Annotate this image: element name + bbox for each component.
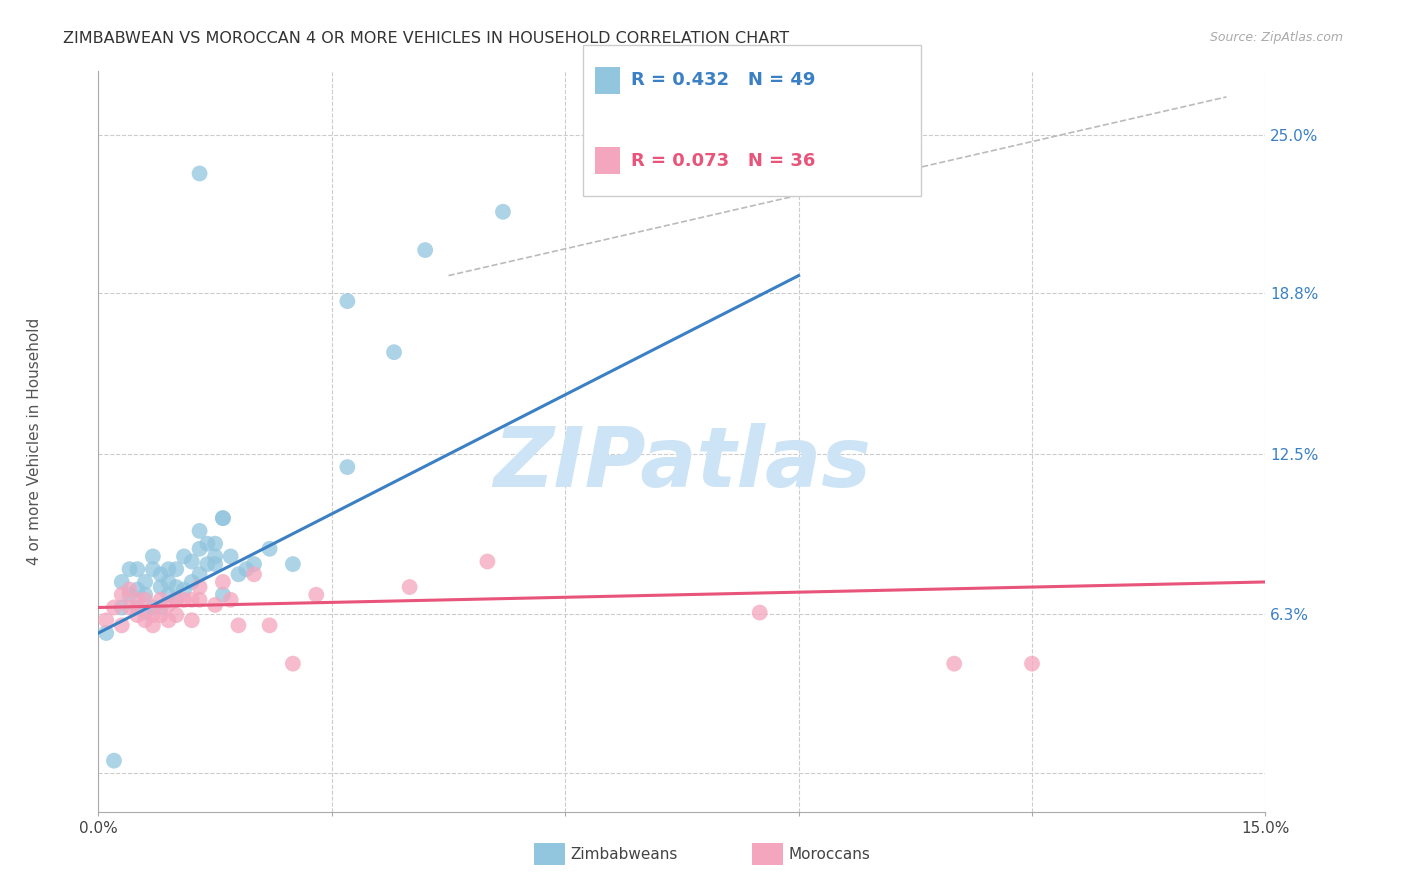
Point <box>382 345 405 359</box>
Point <box>118 562 141 576</box>
Point <box>142 618 165 632</box>
Point <box>204 549 226 564</box>
Point <box>305 588 328 602</box>
Point <box>235 562 257 576</box>
Point <box>259 541 281 556</box>
Point <box>142 562 165 576</box>
Point <box>195 536 218 550</box>
Point <box>134 613 156 627</box>
Point <box>188 567 211 582</box>
Point <box>188 580 211 594</box>
Point <box>134 574 156 589</box>
Point <box>477 555 499 569</box>
Point <box>195 557 218 571</box>
Point <box>142 608 165 623</box>
Point <box>111 574 134 589</box>
Point <box>748 606 770 620</box>
Point <box>1021 657 1043 671</box>
Point <box>204 557 226 571</box>
Point <box>157 562 180 576</box>
Point <box>127 600 149 615</box>
Text: Moroccans: Moroccans <box>789 847 870 862</box>
Point <box>96 626 118 640</box>
Point <box>157 598 180 612</box>
Point <box>188 541 211 556</box>
Point <box>212 588 235 602</box>
Text: 4 or more Vehicles in Household: 4 or more Vehicles in Household <box>27 318 42 566</box>
Point <box>188 166 211 180</box>
Point <box>142 600 165 615</box>
Point <box>413 243 436 257</box>
Point <box>149 600 172 615</box>
Point <box>180 555 202 569</box>
Point <box>180 574 202 589</box>
Point <box>212 574 235 589</box>
Point <box>398 580 420 594</box>
Point <box>204 536 226 550</box>
Point <box>111 600 134 615</box>
Point <box>165 580 187 594</box>
Point <box>180 613 202 627</box>
Point <box>157 588 180 602</box>
Point <box>281 657 304 671</box>
Point <box>219 549 242 564</box>
Point <box>149 567 172 582</box>
Point <box>134 588 156 602</box>
Point <box>228 567 250 582</box>
Point <box>165 592 187 607</box>
Text: R = 0.073   N = 36: R = 0.073 N = 36 <box>631 152 815 169</box>
Point <box>180 592 202 607</box>
Point <box>243 557 266 571</box>
Point <box>103 754 125 768</box>
Text: Source: ZipAtlas.com: Source: ZipAtlas.com <box>1209 31 1343 45</box>
Point <box>492 204 515 219</box>
Point <box>336 294 359 309</box>
Point <box>118 600 141 615</box>
Point <box>96 613 118 627</box>
Point <box>259 618 281 632</box>
Text: ZIPatlas: ZIPatlas <box>494 423 870 504</box>
Point <box>118 588 141 602</box>
Point <box>103 600 125 615</box>
Point <box>219 592 242 607</box>
Point <box>228 618 250 632</box>
Point <box>173 592 195 607</box>
Point <box>149 580 172 594</box>
Point <box>157 613 180 627</box>
Point <box>134 592 156 607</box>
Point <box>165 608 187 623</box>
Point <box>127 562 149 576</box>
Text: ZIMBABWEAN VS MOROCCAN 4 OR MORE VEHICLES IN HOUSEHOLD CORRELATION CHART: ZIMBABWEAN VS MOROCCAN 4 OR MORE VEHICLE… <box>63 31 789 46</box>
Point <box>943 657 966 671</box>
Point <box>212 511 235 525</box>
Point <box>336 460 359 475</box>
Point <box>127 608 149 623</box>
Text: Zimbabweans: Zimbabweans <box>571 847 678 862</box>
Point <box>173 582 195 597</box>
Point <box>134 606 156 620</box>
Point <box>127 592 149 607</box>
Point <box>188 524 211 538</box>
Point <box>149 608 172 623</box>
Text: R = 0.432   N = 49: R = 0.432 N = 49 <box>631 71 815 89</box>
Point <box>281 557 304 571</box>
Point <box>165 592 187 607</box>
Point <box>165 562 187 576</box>
Point <box>204 598 226 612</box>
Point <box>173 549 195 564</box>
Point <box>111 588 134 602</box>
Point <box>157 574 180 589</box>
Point <box>111 618 134 632</box>
Point <box>212 511 235 525</box>
Point <box>118 582 141 597</box>
Point <box>188 592 211 607</box>
Point <box>127 582 149 597</box>
Point <box>149 592 172 607</box>
Point <box>142 549 165 564</box>
Point <box>243 567 266 582</box>
